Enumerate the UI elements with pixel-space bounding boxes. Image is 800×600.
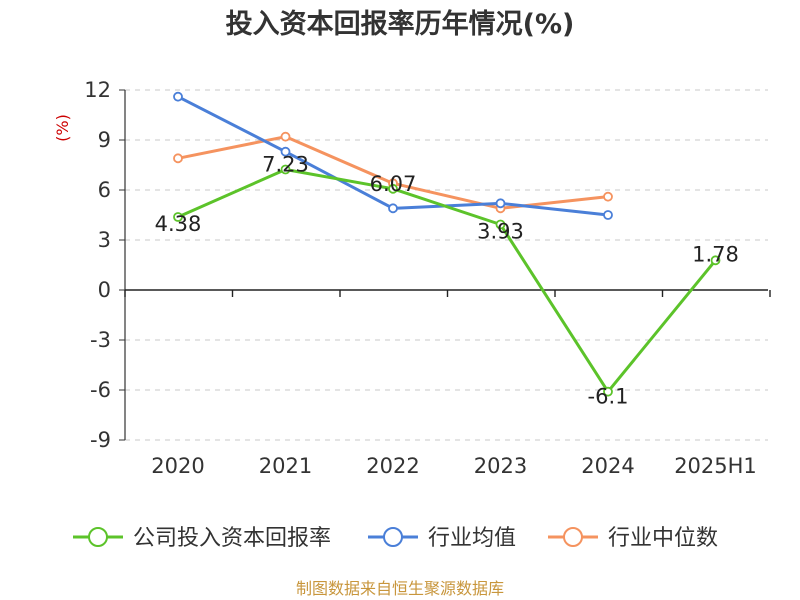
x-axis: 2020 2021 2022 2023 2024 2025H1	[124, 289, 771, 478]
legend-item-2[interactable]: 行业中位数	[548, 526, 718, 551]
series-0	[173, 164, 721, 397]
y-tick-label: 0	[98, 278, 111, 302]
x-tick-label: 2020	[151, 454, 204, 478]
y-tick-label: 9	[98, 128, 111, 152]
y-tick-label: 6	[98, 178, 111, 202]
y-tick-label: -3	[90, 328, 111, 352]
data-point[interactable]	[280, 131, 291, 142]
data-label: 1.78	[692, 242, 739, 266]
legend-label: 公司投入资本回报率	[133, 526, 331, 551]
x-tick-label: 2023	[474, 454, 527, 478]
data-point[interactable]	[173, 91, 183, 102]
data-label: 6.07	[370, 172, 417, 196]
y-axis-unit: (%)	[53, 114, 72, 142]
data-point[interactable]	[173, 153, 183, 164]
y-tick-label: -6	[90, 378, 111, 402]
data-point[interactable]	[495, 219, 506, 230]
data-label: 3.93	[477, 220, 524, 244]
x-tick-label: 2025H1	[674, 454, 757, 478]
data-point[interactable]	[603, 210, 613, 220]
legend-marker	[563, 527, 583, 547]
series-line	[177, 95, 609, 217]
data-point[interactable]	[495, 198, 506, 209]
x-tick-label: 2022	[366, 454, 419, 478]
series-line	[177, 168, 717, 394]
series-layer	[173, 91, 721, 397]
legend-label: 行业中位数	[608, 526, 718, 551]
legend-label: 行业均值	[428, 526, 516, 551]
data-point[interactable]	[603, 191, 613, 202]
y-tick-label: 12	[84, 78, 111, 102]
legend-item-1[interactable]: 行业均值	[368, 526, 516, 551]
x-tick-label: 2021	[259, 454, 312, 478]
legend-marker	[88, 527, 108, 547]
y-axis: 12 9 6 3 0 -3 -6 -9	[84, 78, 126, 452]
y-tick-label: 3	[98, 228, 111, 252]
legend-marker	[383, 527, 403, 547]
data-point[interactable]	[280, 146, 291, 157]
series-1	[173, 91, 613, 220]
gridlines	[125, 89, 768, 441]
data-point[interactable]	[388, 203, 398, 214]
data-label: 7.23	[262, 153, 309, 177]
chart-title: 投入资本回报率历年情况(%)	[226, 8, 575, 40]
data-point[interactable]	[603, 386, 613, 397]
data-point[interactable]	[388, 183, 398, 194]
source-note: 制图数据来自恒生聚源数据库	[296, 579, 504, 598]
data-label: 4.38	[155, 212, 202, 236]
y-tick-label: -9	[90, 428, 111, 452]
data-point[interactable]	[710, 255, 721, 266]
data-label: -6.1	[588, 385, 629, 409]
data-point[interactable]	[280, 164, 291, 175]
x-tick-label: 2024	[581, 454, 634, 478]
legend-item-0[interactable]: 公司投入资本回报率	[73, 526, 331, 551]
legend[interactable]: 公司投入资本回报率 行业均值 行业中位数	[73, 526, 718, 551]
data-labels: 4.38 7.23 6.07 3.93 -6.1 1.78	[155, 153, 739, 409]
data-point[interactable]	[173, 212, 183, 222]
